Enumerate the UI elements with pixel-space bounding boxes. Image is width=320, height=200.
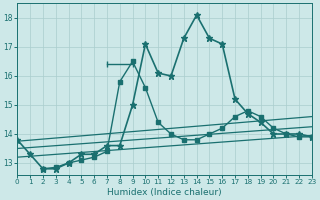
X-axis label: Humidex (Indice chaleur): Humidex (Indice chaleur) — [107, 188, 222, 197]
